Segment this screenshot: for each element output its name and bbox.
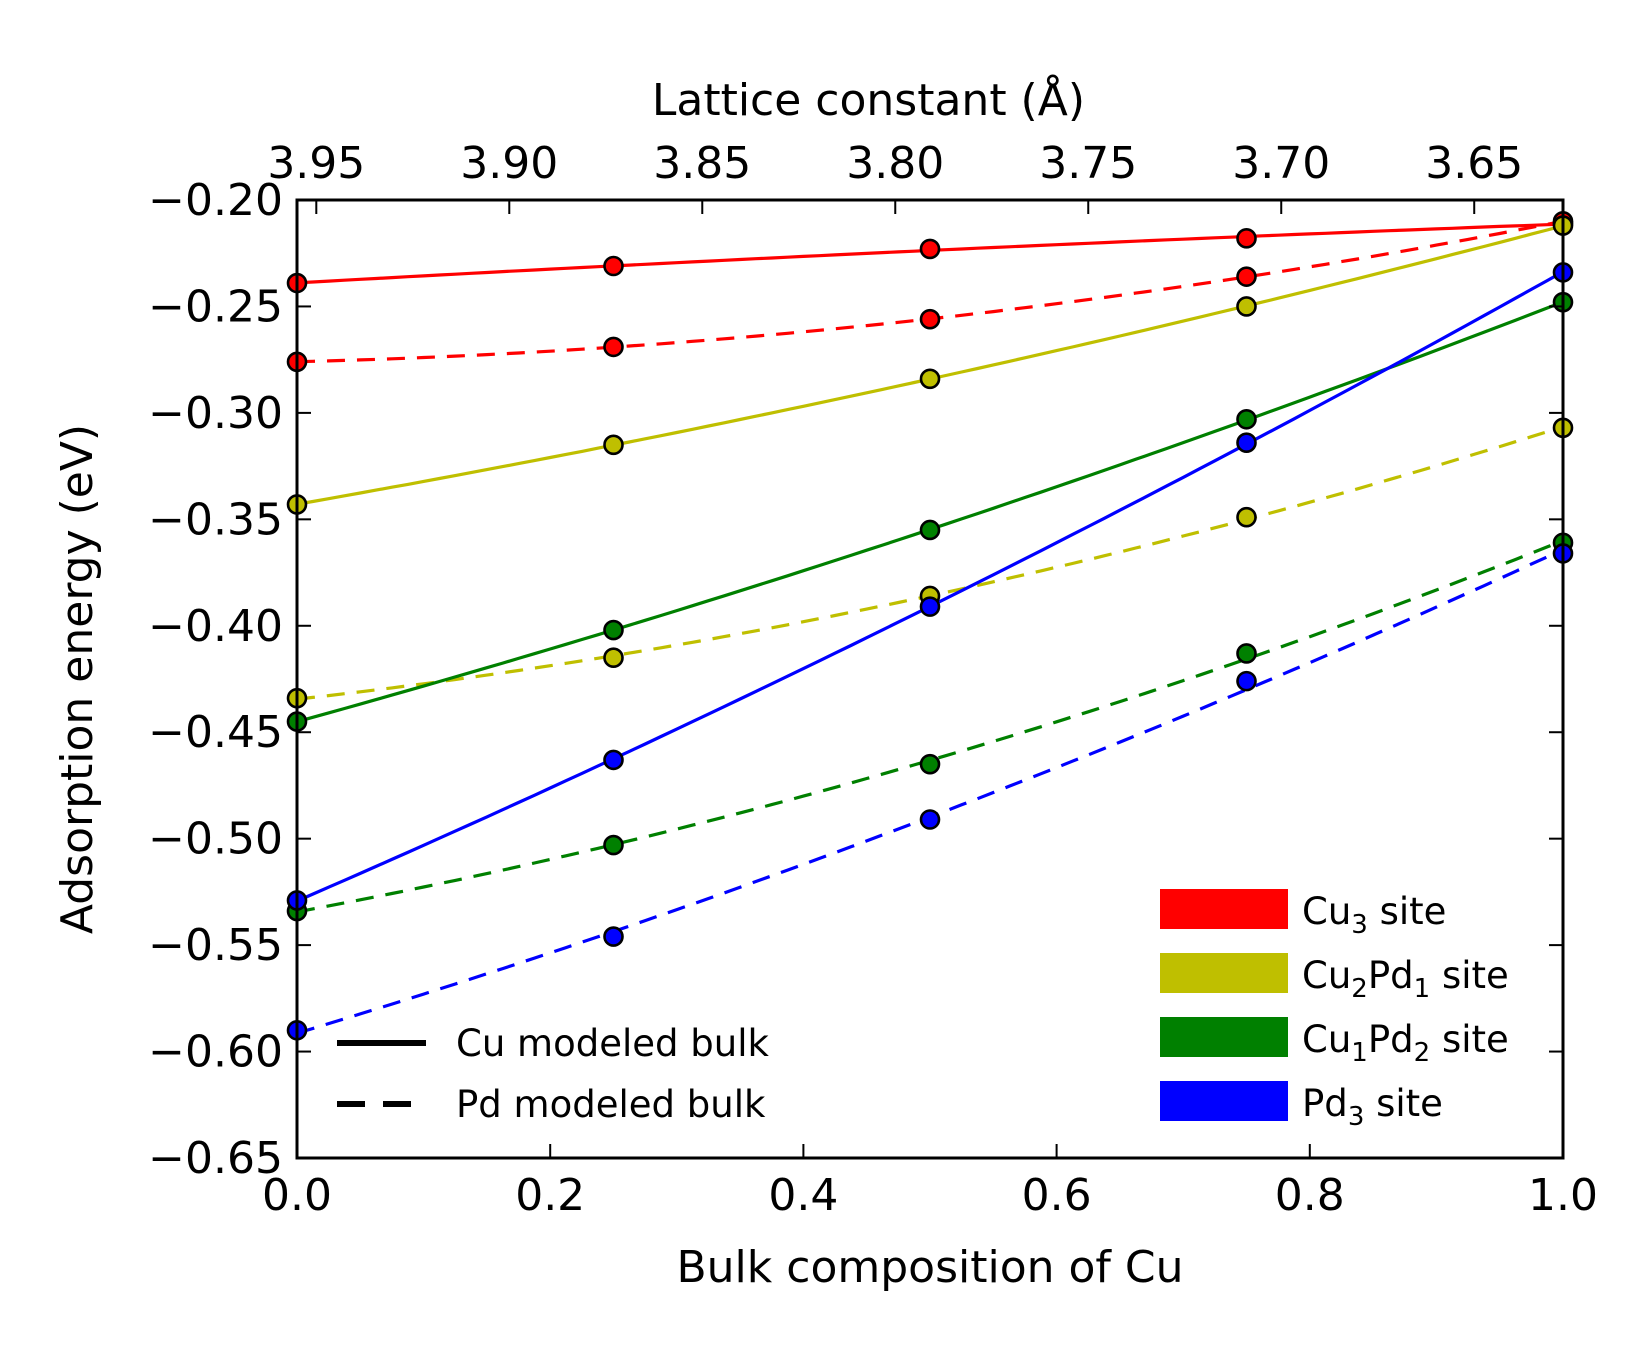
legend-subscript: 2 [1351, 974, 1368, 1004]
legend-text-part: Pd [1368, 954, 1414, 997]
data-point-2-3 [1236, 296, 1257, 317]
y-tick-label-6: −0.50 [148, 814, 283, 865]
legend-text-part: site [1368, 890, 1447, 933]
legend-text-part: Cu [1302, 890, 1351, 933]
y-axis-title: Adsorption energy (eV) [52, 424, 103, 934]
legend-subscript: 3 [1348, 1102, 1365, 1132]
legend-text-part: site [1430, 954, 1509, 997]
x-tick-label-0: 0.0 [262, 1170, 332, 1221]
data-point-5-3 [1236, 643, 1257, 664]
y-tick-label-5: −0.45 [148, 707, 283, 758]
top-tick-label-1: 3.90 [460, 138, 558, 189]
top-tick-label-5: 3.70 [1232, 138, 1330, 189]
legend-site-swatch-3 [1160, 1081, 1288, 1121]
data-point-0-1 [603, 255, 624, 277]
y-tick-label-7: −0.55 [148, 920, 283, 971]
data-point-1-2 [919, 308, 941, 330]
legend-site-swatch-2 [1160, 1017, 1288, 1057]
legend-site-label-3: Pd3 site [1302, 1082, 1443, 1132]
legend-site-label-1: Cu2Pd1 site [1302, 954, 1509, 1004]
legend-text-part: Pd [1302, 1082, 1348, 1125]
top-axis-title-main: Lattice constant (Å) [652, 73, 1085, 126]
legend-styles: Cu modeled bulk Pd modeled bulk [337, 1022, 769, 1126]
series-line-2 [296, 224, 1564, 506]
legend-text-part: site [1430, 1018, 1509, 1061]
plot-frame [295, 198, 1565, 1160]
data-point-7-2 [919, 809, 941, 830]
legend-subscript: 3 [1351, 910, 1368, 940]
legend-site-swatch-0 [1160, 889, 1288, 929]
x-tick-label-5: 1.0 [1528, 1170, 1598, 1221]
series-line-3 [296, 425, 1564, 701]
data-point-4-2 [919, 519, 941, 541]
data-point-2-2 [919, 368, 941, 390]
x-axis-title: Bulk composition of Cu [676, 1242, 1183, 1293]
marker-layer [286, 210, 1574, 1041]
legend-style-label-0: Cu modeled bulk [456, 1022, 769, 1065]
tick-layer: 0.0 0.2 0.4 0.6 0.8 1.0 −0.20 −0.25 −0.30 −0.35 −0… [148, 138, 1598, 1221]
legend-site-label-0: Cu3 site [1302, 890, 1446, 940]
legend-text-part: Cu [1302, 1018, 1351, 1061]
top-tick-label-2: 3.85 [653, 138, 751, 189]
y-tick-label-3: −0.35 [148, 494, 283, 545]
data-point-5-1 [603, 834, 624, 856]
y-tick-label-2: −0.30 [148, 388, 283, 439]
legend-text-part: Pd [1368, 1018, 1414, 1061]
top-tick-label-0: 3.95 [267, 138, 365, 189]
data-point-4-1 [603, 619, 624, 641]
x-tick-label-2: 0.4 [768, 1170, 838, 1221]
y-tick-label-0: −0.20 [148, 175, 283, 226]
y-tick-label-4: −0.40 [148, 601, 283, 652]
x-tick-label-3: 0.6 [1022, 1170, 1092, 1221]
top-tick-label-4: 3.75 [1039, 138, 1137, 189]
data-point-6-3 [1236, 432, 1257, 453]
x-tick-label-4: 0.8 [1275, 1170, 1345, 1221]
data-point-3-1 [603, 647, 624, 669]
legend-site-swatch-1 [1160, 953, 1288, 993]
top-tick-label-6: 3.65 [1425, 138, 1523, 189]
data-point-5-2 [919, 753, 941, 775]
data-point-7-3 [1236, 670, 1257, 692]
data-point-0-2 [919, 238, 941, 260]
y-tick-label-8: −0.60 [148, 1027, 283, 1078]
legend-style-label-1: Pd modeled bulk [456, 1083, 766, 1126]
y-tick-label-1: −0.25 [148, 281, 283, 332]
data-point-7-1 [603, 926, 624, 947]
series-line-4 [296, 300, 1564, 724]
data-point-3-3 [1236, 506, 1257, 528]
data-point-4-3 [1236, 408, 1257, 430]
x-tick-label-1: 0.2 [515, 1170, 585, 1221]
top-tick-label-3: 3.80 [846, 138, 944, 189]
series-line-5 [296, 539, 1564, 914]
legend-text-part: Cu [1302, 954, 1351, 997]
data-point-0-3 [1236, 228, 1257, 249]
data-point-6-2 [919, 596, 941, 617]
y-tick-label-9: −0.65 [148, 1133, 283, 1184]
data-point-1-1 [603, 336, 624, 358]
legend-site-label-2: Cu1Pd2 site [1302, 1018, 1509, 1068]
data-point-1-3 [1236, 266, 1257, 287]
legend-subscript: 1 [1351, 1038, 1368, 1068]
legend-subscript: 2 [1414, 1038, 1431, 1068]
legend-subscript: 1 [1414, 974, 1431, 1004]
data-point-2-1 [603, 434, 624, 456]
data-point-6-1 [603, 749, 624, 771]
legend-text-part: site [1364, 1082, 1443, 1125]
